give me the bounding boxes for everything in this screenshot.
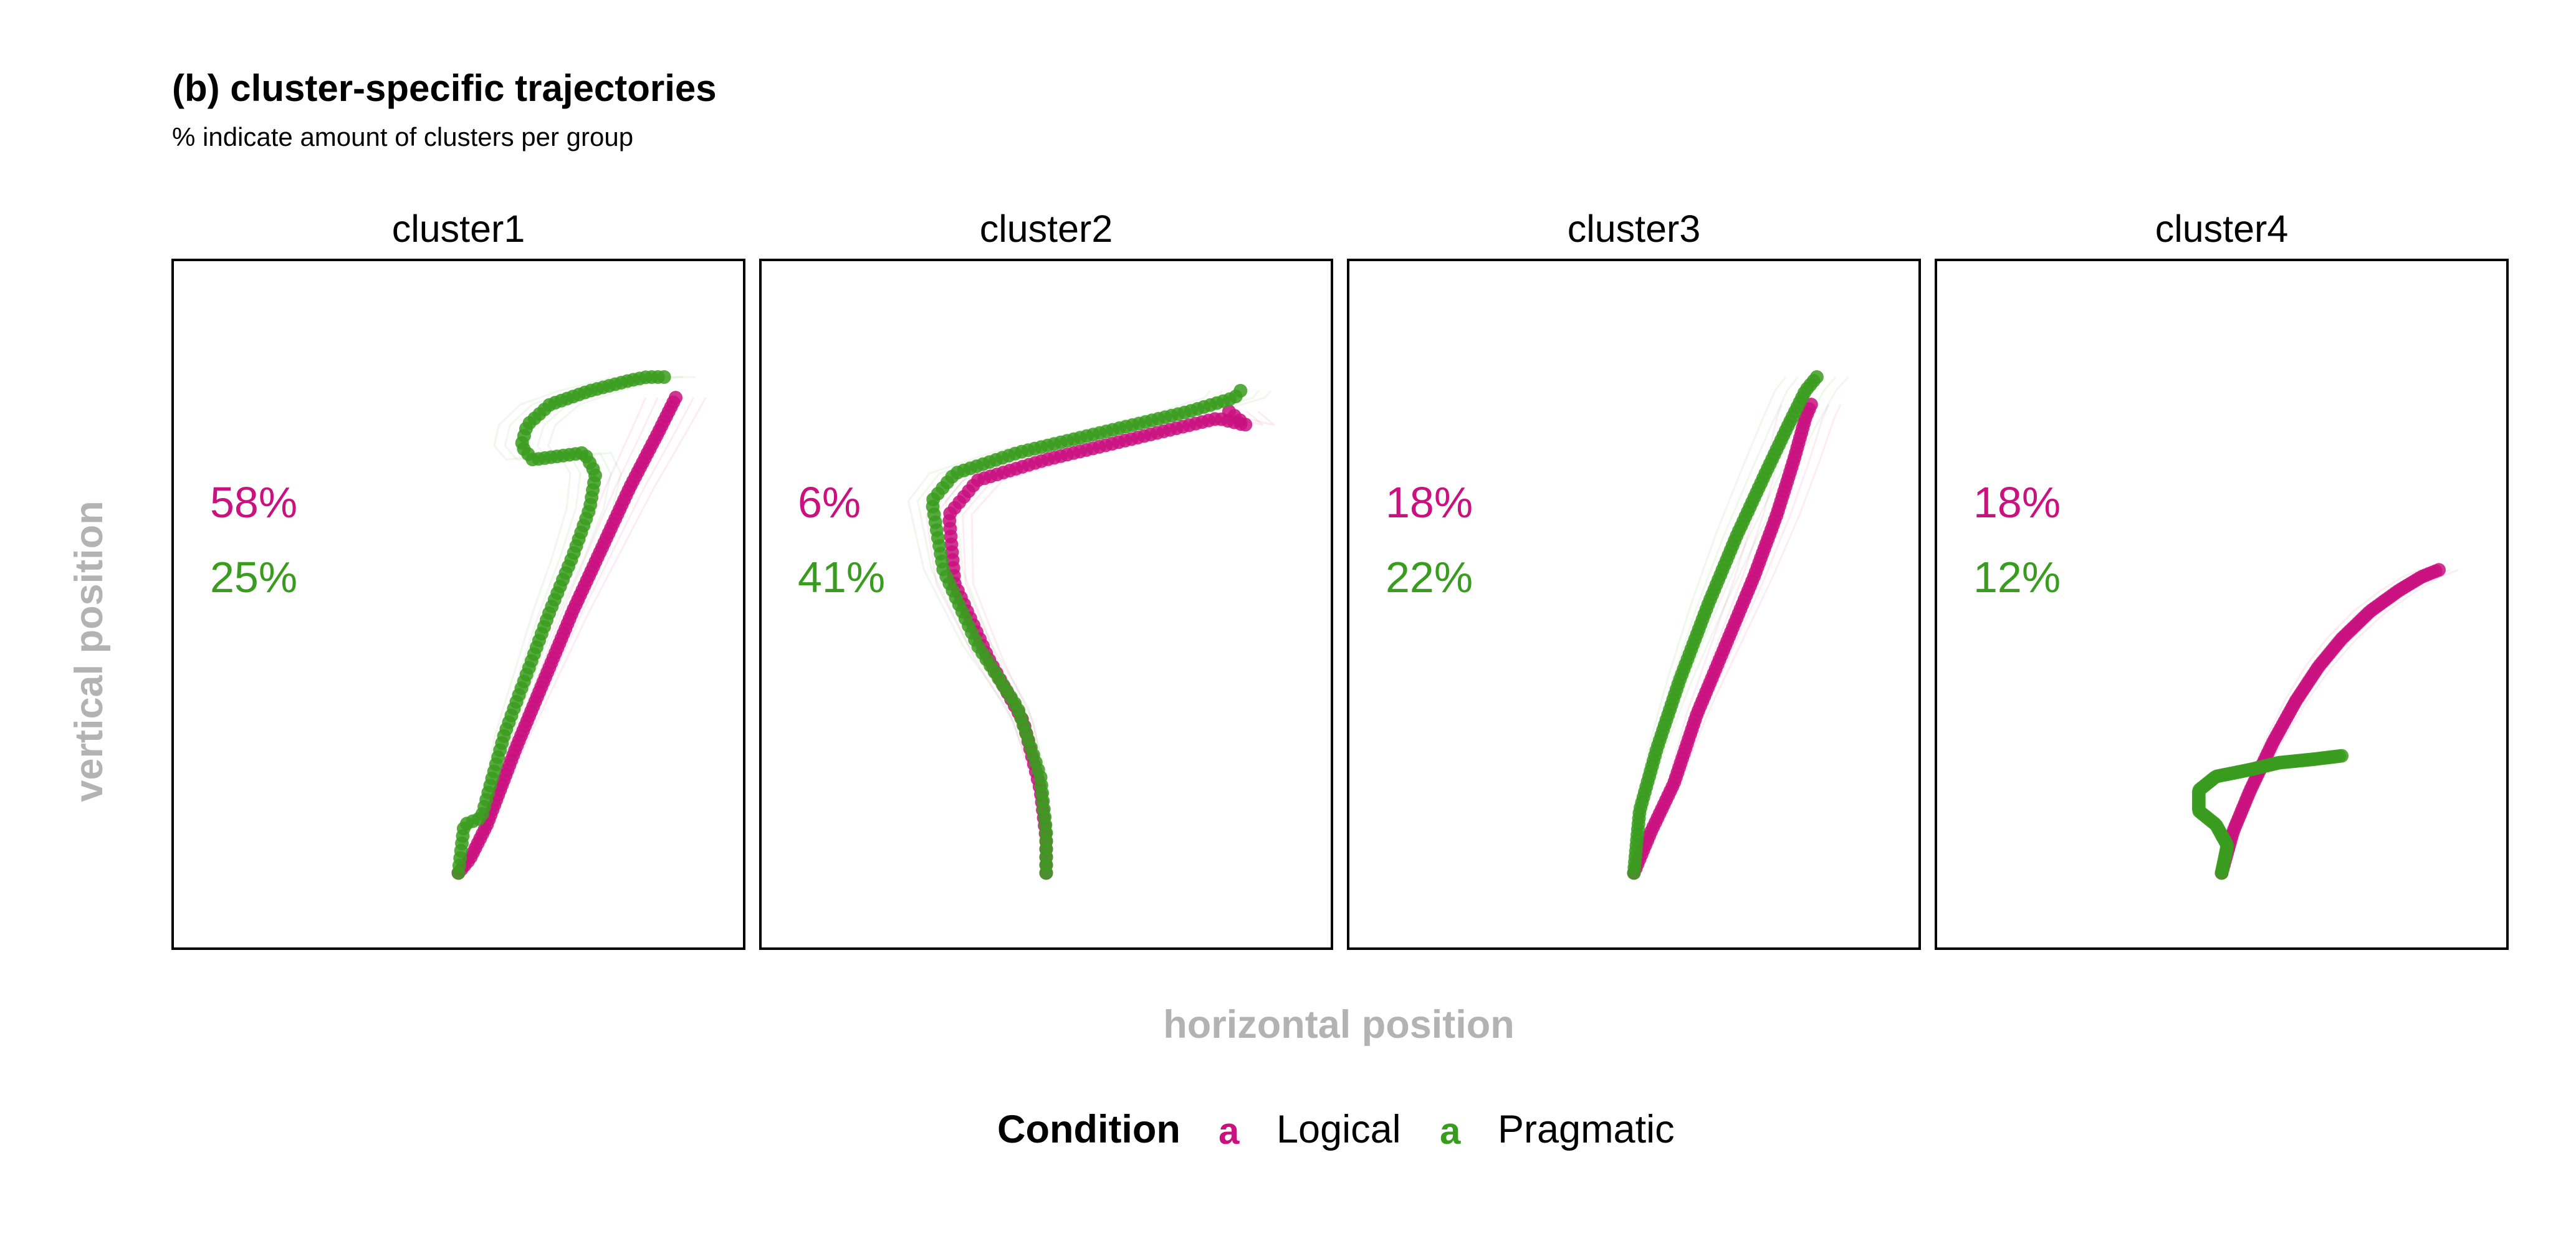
background-trajectory xyxy=(2220,568,2436,873)
trajectory-point xyxy=(2432,563,2446,577)
panel-border xyxy=(1935,259,2509,950)
legend-label-pragmatic: Pragmatic xyxy=(1498,1108,1675,1151)
panel-strip-label: cluster4 xyxy=(2155,208,2289,250)
background-trajectory xyxy=(961,410,1264,873)
background-trajectory xyxy=(2221,568,2451,873)
series-logical xyxy=(1627,398,1818,880)
percent-label-pragmatic: 12% xyxy=(1973,553,2061,602)
facet-panels: cluster1 58% 25% cluster2 6% 41% cluster3 18% 22… xyxy=(171,208,2509,950)
panel-cluster1: cluster1 58% 25% xyxy=(171,208,745,950)
panel-border xyxy=(759,259,1333,950)
y-axis-label: vertical position xyxy=(67,501,111,802)
percent-label-logical: 18% xyxy=(1386,478,1473,527)
trajectory-point xyxy=(1222,405,1236,419)
legend-title: Condition xyxy=(997,1108,1180,1151)
background-trajectory xyxy=(916,390,1223,873)
panel-strip-label: cluster3 xyxy=(1568,208,1701,250)
panel-cluster4: cluster4 18% 12% xyxy=(1935,208,2509,950)
series-pragmatic xyxy=(451,370,671,880)
percent-label-pragmatic: 41% xyxy=(798,553,885,602)
panel-strip-label: cluster1 xyxy=(392,208,525,250)
background-trajectory xyxy=(2220,568,2420,873)
background-trajectory xyxy=(2221,568,2443,873)
series-pragmatic xyxy=(926,383,1248,880)
legend-key-pragmatic: a xyxy=(1440,1110,1461,1152)
series-pragmatic xyxy=(2191,749,2349,880)
panel-cluster2: cluster2 6% 41% xyxy=(759,208,1333,950)
trajectory-point xyxy=(669,391,682,405)
percent-label-pragmatic: 22% xyxy=(1386,553,1473,602)
background-trajectory xyxy=(970,410,1275,873)
chart-subtitle: % indicate amount of clusters per group xyxy=(172,122,633,151)
panel-cluster3: cluster3 18% 22% xyxy=(1347,208,1921,950)
chart-title: (b) cluster-specific trajectories xyxy=(172,67,717,109)
percent-label-logical: 58% xyxy=(210,478,297,527)
background-trajectory xyxy=(2221,568,2459,873)
series-pragmatic xyxy=(1627,370,1824,880)
trajectory-point xyxy=(657,370,671,384)
panel-strip-label: cluster2 xyxy=(980,208,1113,250)
percent-label-logical: 6% xyxy=(798,478,861,527)
percent-label-pragmatic: 25% xyxy=(210,553,297,602)
legend-label-logical: Logical xyxy=(1276,1108,1401,1151)
x-axis-label: horizontal position xyxy=(1163,1003,1514,1047)
panel-border xyxy=(1347,259,1921,950)
panel-border xyxy=(171,259,745,950)
trajectory-point xyxy=(2335,749,2349,763)
series-logical xyxy=(451,391,682,880)
trajectory-point xyxy=(1233,383,1248,398)
trajectory-point xyxy=(1809,370,1824,384)
percent-label-logical: 18% xyxy=(1973,478,2061,527)
legend: Condition a Logical a Pragmatic xyxy=(997,1108,1675,1152)
series-logical xyxy=(2214,563,2446,880)
background-trajectory xyxy=(2220,568,2428,873)
legend-key-logical: a xyxy=(1219,1110,1240,1152)
